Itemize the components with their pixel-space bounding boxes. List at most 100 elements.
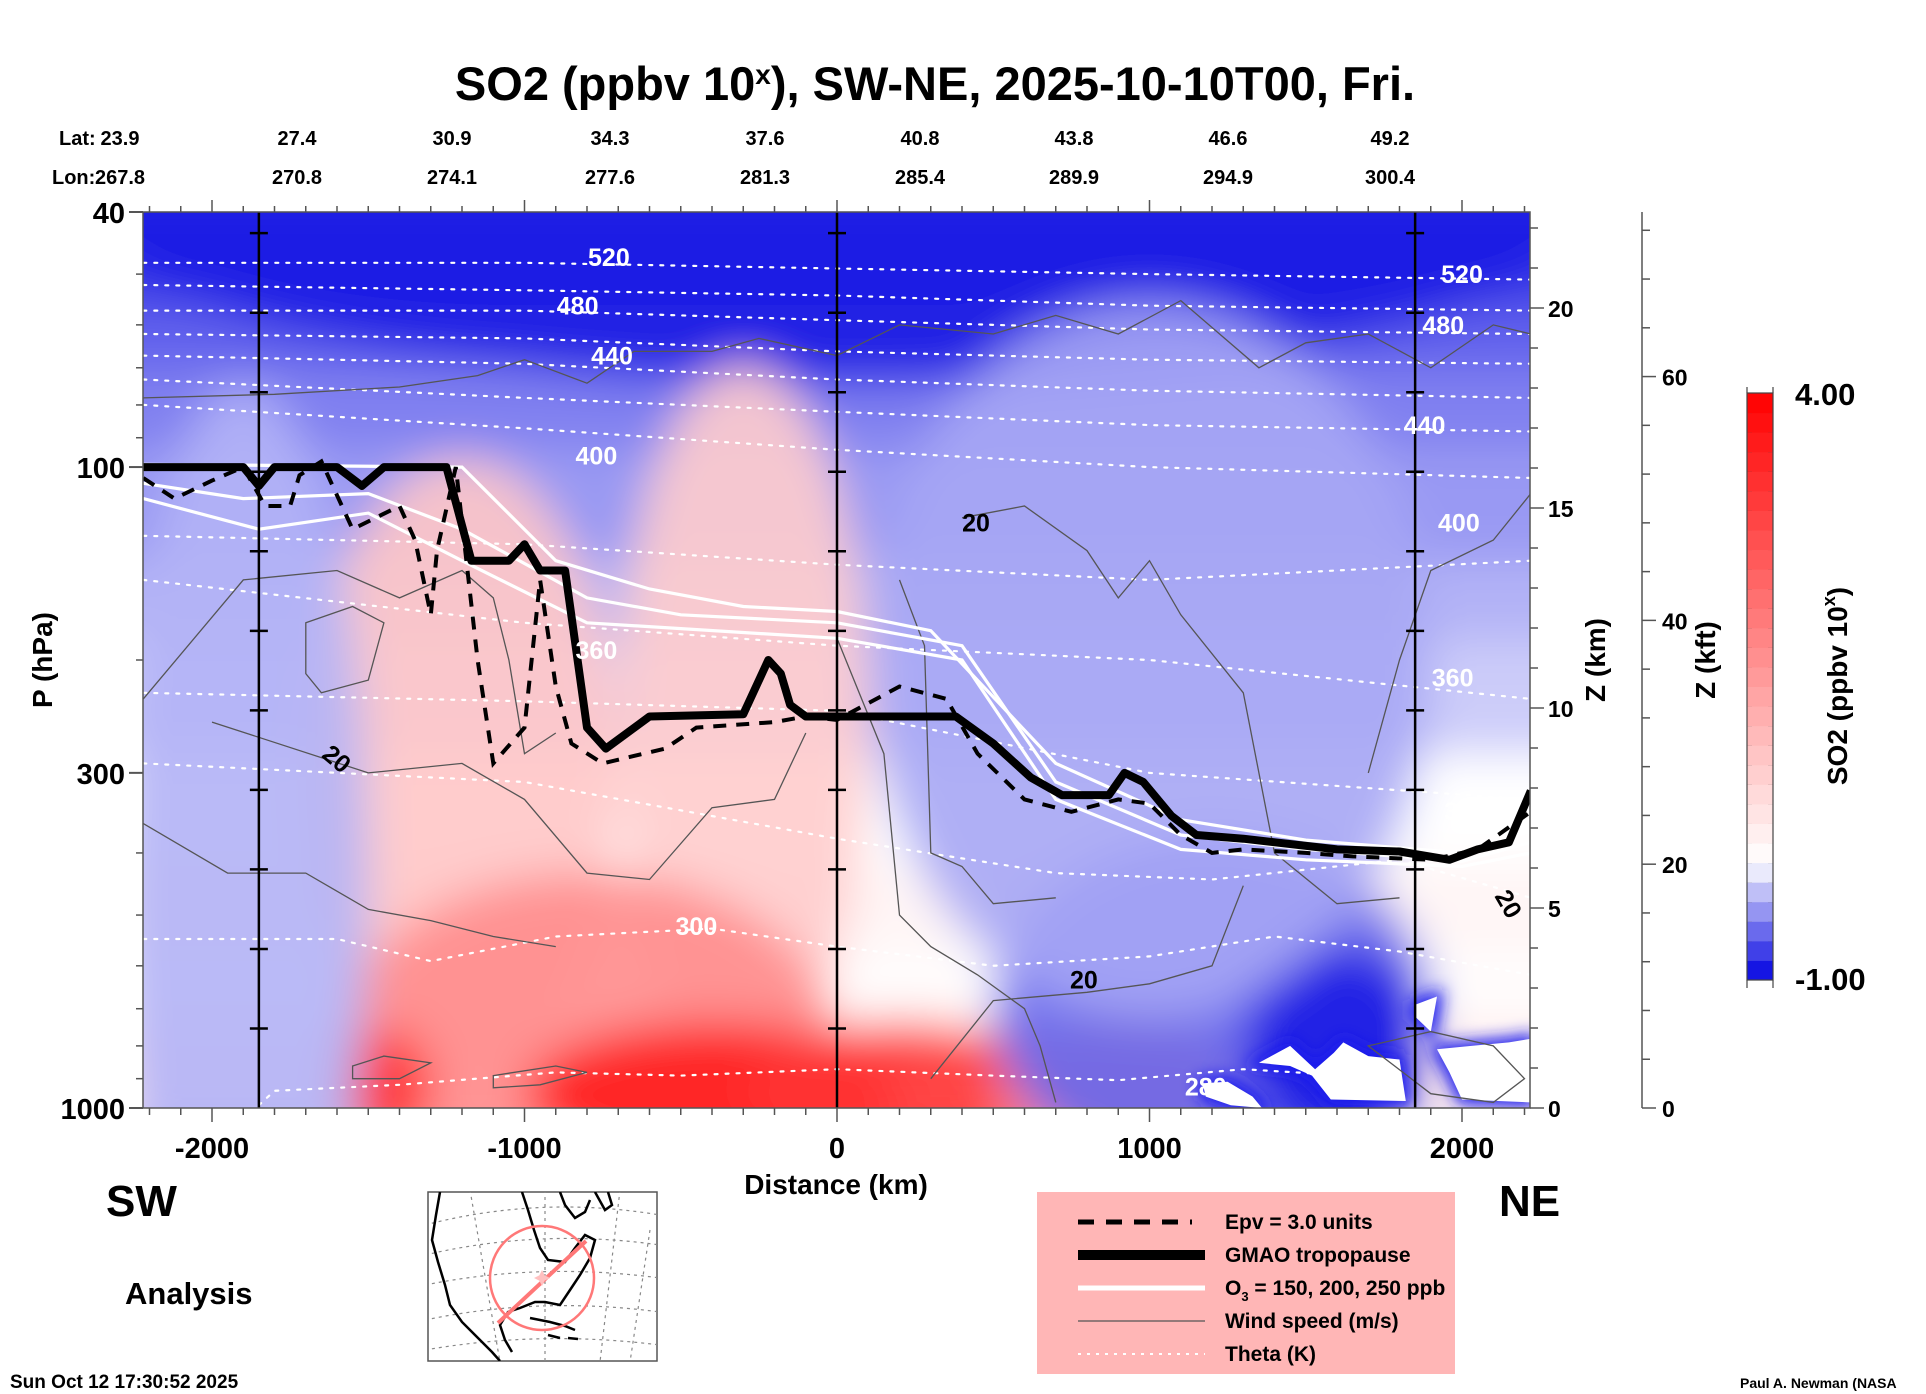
sw-direction-label: SW (106, 1177, 177, 1226)
colorbar-level (1747, 412, 1773, 433)
y-tick-label: 100 (77, 453, 125, 485)
wind-contour-20 (143, 823, 556, 948)
masked-regions (1202, 996, 1530, 1108)
colorbar-level (1747, 569, 1773, 590)
tropopause-line (143, 463, 1530, 864)
x-tick-label: -1000 (487, 1133, 561, 1165)
ne-direction-label: NE (1499, 1177, 1560, 1226)
colorbar-level (1747, 843, 1773, 864)
colorbar-level (1747, 451, 1773, 472)
zkm-tick-label: 20 (1548, 296, 1574, 322)
legend-label-theta: Theta (K) (1225, 1343, 1316, 1366)
map-range-circle (488, 1224, 596, 1332)
masked-region (1258, 1042, 1406, 1101)
wind-contour-20 (143, 569, 557, 755)
zkft-tick-label: 60 (1662, 365, 1688, 391)
zkft-tick-label: 20 (1662, 852, 1688, 878)
x-tick-label: 1000 (1117, 1133, 1182, 1165)
wind-contour-20 (305, 605, 385, 694)
x-tick-label: 2000 (1430, 1133, 1495, 1165)
map-graticule (428, 1192, 657, 1361)
lat-value: 43.8 (1055, 128, 1094, 150)
wind-contour-20 (1366, 1030, 1526, 1104)
lon-value: 270.8 (272, 167, 322, 189)
theta-label: 400 (576, 443, 618, 471)
masked-region (1415, 996, 1437, 1032)
wind-contour-20 (898, 579, 1056, 905)
masked-region (1437, 1038, 1530, 1103)
wind-label: 20 (962, 509, 990, 537)
colorbar-level (1747, 882, 1773, 903)
z-km-axis-title: Z (km) (1580, 618, 1611, 702)
masked-region (1202, 1081, 1262, 1108)
analysis-label: Analysis (125, 1276, 253, 1311)
wind-contour-20 (836, 638, 1057, 1103)
colorbar-level (1747, 921, 1773, 942)
colorbar-level (1747, 862, 1773, 883)
field-blob (143, 384, 369, 1108)
plot-area: 520 480 440 400 520 480 440 400 360 320 300 280 360 2… (143, 212, 1530, 1108)
colorbar-level (1747, 588, 1773, 609)
axes: 40 100 300 1000 -2000 -1000 0 1000 2000 0 5 10 15 20 0… (60, 198, 1687, 1165)
theta-label: 300 (676, 913, 718, 941)
zkm-tick-label: 5 (1548, 896, 1561, 922)
colorbar-title: SO2 (ppbv 10x) (1819, 587, 1853, 785)
zkm-tick-label: 10 (1548, 696, 1574, 722)
colorbar-level (1747, 529, 1773, 551)
lon-value: 300.4 (1365, 167, 1416, 189)
y-tick-label: 1000 (60, 1094, 125, 1126)
colorbar-level (1747, 510, 1773, 531)
wind-contour-20 (961, 505, 1400, 905)
wind-contour-20 (1367, 493, 1530, 774)
colorbar-level (1747, 666, 1773, 687)
lon-value: 267.8 (95, 167, 145, 189)
ozone-line-250 (143, 497, 1530, 869)
legend-label-tropopause: GMAO tropopause (1225, 1244, 1411, 1267)
colorbar-level (1747, 549, 1773, 570)
wind-contours (143, 299, 1530, 1104)
z-kft-axis-title: Z (kft) (1690, 621, 1721, 699)
wind-contour-20 (492, 1065, 588, 1089)
ozone-line-150 (143, 462, 1530, 855)
x-tick-label: 0 (829, 1133, 845, 1165)
lat-lon-header: Lat: Lon: 23.9 267.8 27.4 270.8 30.9 274.1 34.… (52, 128, 1416, 189)
wind-label: 20 (1070, 966, 1098, 994)
y-tick-label: 40 (93, 198, 125, 230)
colorbar-max-label: 4.00 (1795, 377, 1855, 412)
lat-label: Lat: (59, 128, 96, 150)
colorbar-level (1747, 393, 1773, 414)
lat-value: 23.9 (101, 128, 140, 150)
legend: Epv = 3.0 units GMAO tropopause O3 = 150… (1037, 1192, 1455, 1374)
lon-value: 289.9 (1049, 167, 1099, 189)
lat-value: 27.4 (278, 128, 318, 150)
colorbar-level (1747, 940, 1773, 961)
lat-value: 30.9 (433, 128, 472, 150)
wind-contour-20 (211, 721, 807, 881)
vertical-markers (249, 212, 1425, 1108)
theta-label: 480 (557, 293, 599, 321)
colorbar-level (1747, 647, 1773, 668)
colorbar-level (1747, 490, 1773, 511)
colorbar-level (1747, 745, 1773, 766)
y-axis-title: P (hPa) (27, 612, 58, 708)
theta-label: 520 (1441, 261, 1483, 289)
lon-value: 277.6 (585, 167, 635, 189)
lat-value: 37.6 (746, 128, 785, 150)
theta-label: 520 (588, 244, 630, 272)
legend-label-ozone: O3 = 150, 200, 250 ppb (1225, 1277, 1445, 1304)
colorbar-level (1747, 803, 1773, 824)
colorbar-level (1747, 784, 1773, 805)
colorbar-level (1747, 627, 1773, 648)
legend-label-epv: Epv = 3.0 units (1225, 1211, 1373, 1234)
colorbar-level (1747, 901, 1773, 922)
field-blob (743, 1022, 1056, 1108)
map-center-star (534, 1270, 550, 1286)
lon-value: 281.3 (740, 167, 790, 189)
lat-value: 40.8 (901, 128, 940, 150)
map-coastlines (430, 1192, 614, 1361)
zkm-tick-label: 0 (1548, 1096, 1561, 1122)
wind-contour-20 (351, 1055, 433, 1080)
theta-label: 280 (1185, 1073, 1227, 1101)
inset-map-frame (427, 1191, 658, 1362)
